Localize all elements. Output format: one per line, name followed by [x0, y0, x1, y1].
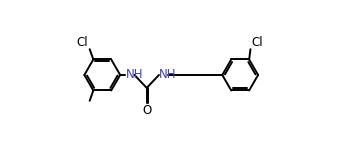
Text: NH: NH [159, 69, 176, 82]
Text: Cl: Cl [251, 35, 263, 49]
Text: O: O [143, 104, 152, 117]
Text: Cl: Cl [77, 35, 88, 49]
Text: NH: NH [125, 69, 143, 82]
